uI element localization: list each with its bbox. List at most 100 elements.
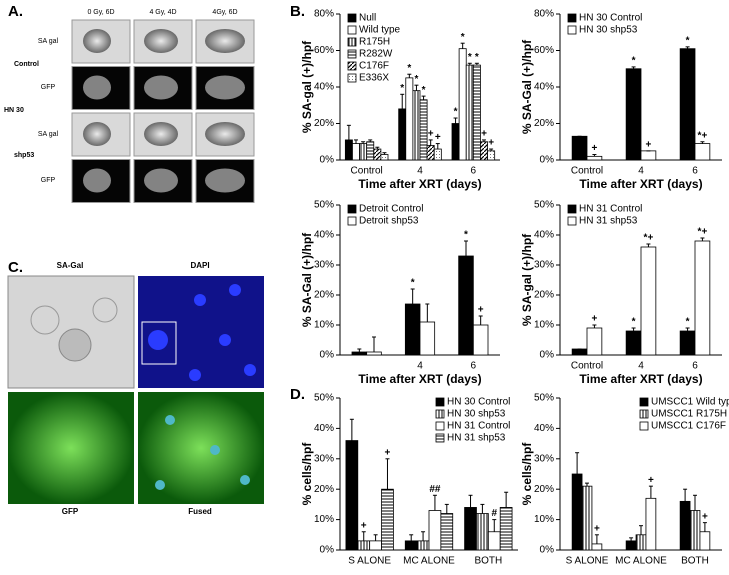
bar bbox=[640, 246, 657, 356]
y-tick-label: 0% bbox=[320, 350, 335, 361]
error-bar bbox=[468, 494, 473, 508]
legend-swatch bbox=[347, 73, 357, 83]
y-tick-label: 80% bbox=[314, 9, 334, 20]
y-tick-label: 50% bbox=[314, 200, 334, 211]
error-bar bbox=[685, 46, 690, 49]
legend-label: HN 31 shp53 bbox=[579, 216, 638, 227]
panel-label: C. bbox=[8, 259, 23, 276]
bar bbox=[625, 540, 637, 551]
significance-marker: + bbox=[648, 475, 654, 486]
error-bar bbox=[460, 42, 465, 49]
bar bbox=[464, 507, 477, 551]
bar bbox=[373, 148, 382, 161]
y-tick-label: 40% bbox=[314, 423, 334, 434]
significance-marker: # bbox=[491, 508, 497, 519]
bar bbox=[465, 64, 474, 161]
error-bar bbox=[361, 141, 366, 144]
cell bbox=[30, 305, 60, 335]
error-bar bbox=[421, 95, 426, 100]
significance-marker: * bbox=[686, 35, 690, 46]
bar bbox=[404, 540, 418, 551]
bar bbox=[586, 327, 603, 356]
bar bbox=[426, 144, 435, 161]
bar bbox=[645, 497, 657, 551]
legend-label: HN 31 Control bbox=[579, 204, 642, 215]
significance-marker: *+ bbox=[644, 233, 654, 244]
bar bbox=[472, 324, 489, 356]
significance-marker: + bbox=[478, 305, 484, 316]
bar bbox=[419, 99, 428, 161]
y-axis-title: % SA-gal (+)/hpf bbox=[300, 40, 314, 133]
error-bar bbox=[629, 537, 634, 541]
x-tick-label: 4 bbox=[417, 166, 423, 177]
bar bbox=[428, 510, 442, 551]
y-tick-label: 0% bbox=[320, 545, 335, 556]
x-axis-title: Time after XRT (days) bbox=[579, 177, 702, 191]
bar bbox=[404, 303, 421, 356]
significance-marker: + bbox=[435, 132, 441, 143]
significance-marker: ## bbox=[429, 484, 441, 495]
bar bbox=[689, 510, 701, 551]
error-bar bbox=[700, 141, 705, 144]
y-tick-label: 20% bbox=[534, 118, 554, 129]
legend-swatch bbox=[639, 421, 649, 431]
bar bbox=[679, 500, 691, 551]
legend-label: UMSCC1 C176F bbox=[651, 421, 726, 432]
error-bar bbox=[575, 452, 580, 474]
cell-cluster bbox=[144, 29, 178, 53]
y-tick-label: 40% bbox=[534, 82, 554, 93]
cell-cluster bbox=[83, 168, 111, 193]
error-bar bbox=[492, 519, 497, 532]
bar bbox=[487, 531, 501, 551]
bar bbox=[458, 255, 474, 356]
row-label: GFP bbox=[41, 84, 56, 91]
bar bbox=[416, 540, 430, 551]
bar bbox=[699, 531, 711, 551]
y-tick-label: 20% bbox=[314, 118, 334, 129]
bar bbox=[625, 68, 642, 161]
cell-cluster bbox=[205, 75, 245, 100]
significance-marker: * bbox=[468, 52, 472, 63]
y-tick-label: 0% bbox=[540, 155, 555, 166]
legend-swatch bbox=[435, 409, 445, 419]
x-axis-title: Time after XRT (days) bbox=[358, 372, 481, 386]
x-tick-label: BOTH bbox=[474, 556, 502, 567]
bar bbox=[405, 77, 414, 161]
bar bbox=[591, 543, 603, 551]
legend-swatch bbox=[347, 61, 357, 71]
legend-swatch bbox=[639, 409, 649, 419]
bar bbox=[694, 143, 711, 161]
legend-label: R175H bbox=[359, 37, 390, 48]
error-bar bbox=[489, 148, 494, 151]
y-tick-label: 40% bbox=[314, 230, 334, 241]
y-tick-label: 10% bbox=[534, 514, 554, 525]
panel-label: A. bbox=[8, 3, 23, 20]
x-tick-label: Control bbox=[351, 166, 383, 177]
significance-marker: + bbox=[385, 447, 391, 458]
bar bbox=[366, 141, 375, 161]
error-bar bbox=[631, 66, 636, 69]
image-label: Fused bbox=[188, 507, 212, 516]
significance-marker: * bbox=[407, 63, 411, 74]
error-bar bbox=[407, 73, 412, 78]
legend-swatch bbox=[435, 421, 445, 431]
bar bbox=[679, 330, 696, 356]
significance-marker: + bbox=[481, 129, 487, 140]
legend-swatch bbox=[567, 25, 577, 35]
error-bar bbox=[400, 93, 405, 109]
bar bbox=[344, 139, 353, 161]
bar bbox=[586, 155, 603, 161]
error-bar bbox=[354, 139, 358, 144]
column-label: 0 Gy, 6D bbox=[87, 9, 114, 16]
significance-marker: + bbox=[592, 143, 598, 154]
legend-label: C176F bbox=[359, 61, 389, 72]
nucleus bbox=[240, 475, 250, 485]
error-bar bbox=[435, 143, 440, 150]
error-bar bbox=[410, 288, 415, 304]
error-bar bbox=[631, 327, 636, 331]
y-tick-label: 0% bbox=[540, 545, 555, 556]
cell-cluster bbox=[144, 75, 178, 100]
significance-marker: + bbox=[488, 138, 494, 149]
y-axis-title: % SA-Gal (+)/hpf bbox=[300, 232, 314, 327]
y-tick-label: 50% bbox=[534, 200, 554, 211]
